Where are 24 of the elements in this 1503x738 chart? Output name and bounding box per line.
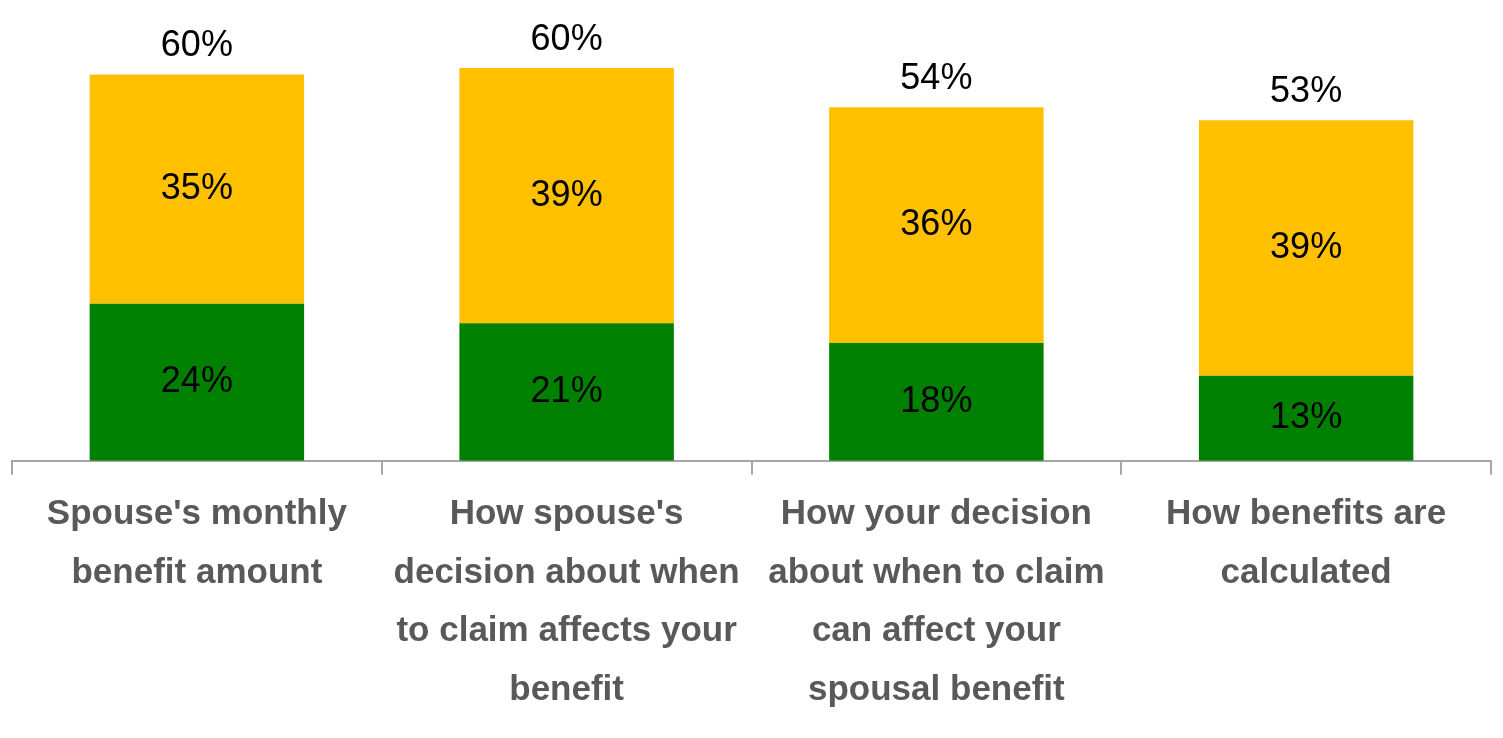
bar <box>1198 120 1414 376</box>
x-tick-label: Spouse's monthly benefit amount <box>46 491 348 590</box>
data-label: 18% <box>900 378 973 420</box>
x-tick-label: How benefits are calculated <box>1166 491 1447 590</box>
data-label: 13% <box>1270 395 1343 437</box>
bar <box>89 303 305 461</box>
bar <box>829 342 1044 461</box>
data-label: 24% <box>160 359 233 401</box>
bar <box>89 74 305 304</box>
total-label: 54% <box>900 56 973 98</box>
data-label: 39% <box>1270 224 1343 266</box>
data-label: 39% <box>530 172 603 214</box>
data-label: 21% <box>530 368 603 410</box>
data-label: 36% <box>900 202 973 244</box>
x-tick-label: How your decision about when to claim can affect your spousal benefit <box>768 491 1105 708</box>
bar <box>1198 375 1414 461</box>
bar <box>829 107 1044 343</box>
total-label: 53% <box>1270 69 1343 111</box>
total-label: 60% <box>530 16 603 58</box>
data-label: 35% <box>160 166 233 208</box>
x-tick-label: How spouse's decision about when to claim affects your benefit <box>393 491 740 708</box>
bar <box>459 323 674 461</box>
bar <box>459 68 674 324</box>
total-label: 60% <box>160 23 233 65</box>
